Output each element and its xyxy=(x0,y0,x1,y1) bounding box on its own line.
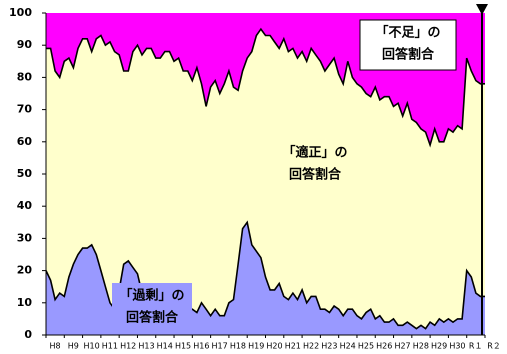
x-tick-label: H17 xyxy=(212,342,228,351)
x-tick-label: H21 xyxy=(285,342,301,351)
annotation-text: 回答割合 xyxy=(289,167,342,183)
x-tick-label: H8 xyxy=(49,342,60,351)
x-tick-label: H15 xyxy=(175,342,191,351)
y-tick-label: 20 xyxy=(17,264,33,277)
x-tick-label: H25 xyxy=(358,342,374,351)
annotation-text: 「過剰」の xyxy=(119,288,184,304)
y-tick-label: 80 xyxy=(17,70,33,83)
x-tick-label: H13 xyxy=(138,342,154,351)
x-tick-label: H16 xyxy=(193,342,209,351)
x-tick-label: H9 xyxy=(68,342,79,351)
x-tick-label: H19 xyxy=(248,342,264,351)
x-tick-label: H24 xyxy=(340,342,356,351)
x-tick-label: H23 xyxy=(321,342,337,351)
annotation-text: 「適正」の xyxy=(282,145,347,161)
x-tick-label: R１ xyxy=(469,342,483,351)
annotation-text: 「不足」の xyxy=(375,25,440,41)
x-tick-label: H14 xyxy=(157,342,173,351)
annotation-box xyxy=(112,283,192,325)
annotation-text: 回答割合 xyxy=(126,310,179,326)
y-tick-label: 10 xyxy=(17,296,33,309)
x-tick-label: H29 xyxy=(431,342,447,351)
x-tick-label: H27 xyxy=(394,342,410,351)
annotation-box xyxy=(267,140,363,190)
y-tick-label: 70 xyxy=(17,103,33,116)
series-line xyxy=(46,27,485,148)
x-tick-label: H22 xyxy=(303,342,319,351)
x-tick-label: H11 xyxy=(102,342,118,351)
x-tick-label: R２ xyxy=(487,342,501,351)
x-tick-label: H10 xyxy=(83,342,99,351)
x-tick-label: H30 xyxy=(449,342,465,351)
y-tick-label: 100 xyxy=(9,6,32,19)
x-tick-label: H18 xyxy=(230,342,246,351)
x-tick-label: H12 xyxy=(120,342,136,351)
y-tick-label: 30 xyxy=(17,231,33,244)
x-tick-label: H28 xyxy=(413,342,429,351)
x-tick-label: H20 xyxy=(266,342,282,351)
y-tick-label: 60 xyxy=(17,135,33,148)
y-tick-label: 0 xyxy=(24,328,32,341)
latest-triangle xyxy=(476,4,488,15)
y-tick-label: 40 xyxy=(17,199,33,212)
x-tick-label: H26 xyxy=(376,342,392,351)
y-tick-label: 50 xyxy=(17,167,33,180)
y-tick-label: 90 xyxy=(17,38,33,51)
annotation-text: 回答割合 xyxy=(382,47,435,63)
annotation-box xyxy=(359,19,457,71)
